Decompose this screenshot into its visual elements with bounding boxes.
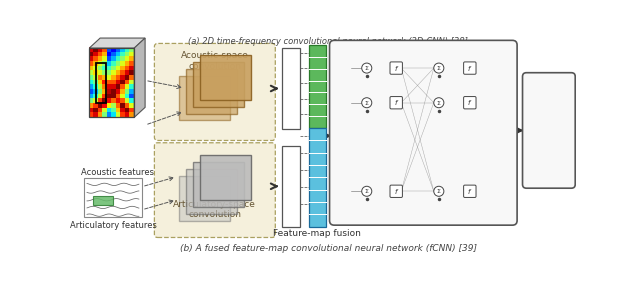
Text: ...: ... xyxy=(435,159,444,169)
Text: $\Sigma$: $\Sigma$ xyxy=(436,99,442,107)
Text: (a) 2D time-frequency convolutional neural network (2D-CNN) [38]: (a) 2D time-frequency convolutional neur… xyxy=(188,37,468,46)
Bar xyxy=(282,146,300,227)
Circle shape xyxy=(362,63,372,73)
FancyBboxPatch shape xyxy=(463,62,476,74)
FancyBboxPatch shape xyxy=(330,40,517,225)
Bar xyxy=(179,176,230,221)
Text: $w^a$: $w^a$ xyxy=(353,87,362,95)
Text: $f$: $f$ xyxy=(394,98,399,107)
Text: Max-pooling: Max-pooling xyxy=(286,65,295,112)
Circle shape xyxy=(434,63,444,73)
Bar xyxy=(193,162,244,207)
Text: $p_2$: $p_2$ xyxy=(340,98,349,107)
Text: $\Sigma$: $\Sigma$ xyxy=(364,99,369,107)
Polygon shape xyxy=(134,38,145,117)
FancyBboxPatch shape xyxy=(154,143,275,237)
Circle shape xyxy=(362,186,372,196)
Text: ...: ... xyxy=(362,159,371,169)
Text: $d_2$: $d_2$ xyxy=(496,98,504,107)
FancyBboxPatch shape xyxy=(522,73,575,188)
Bar xyxy=(93,196,113,205)
FancyBboxPatch shape xyxy=(463,97,476,109)
Text: $\Sigma$: $\Sigma$ xyxy=(364,187,369,195)
Text: $p_1$: $p_1$ xyxy=(340,64,349,73)
Bar xyxy=(90,48,134,117)
Text: $\Sigma$: $\Sigma$ xyxy=(436,64,442,72)
Text: $f$: $f$ xyxy=(394,64,399,73)
Text: ...: ... xyxy=(339,159,348,169)
Text: $\Sigma$: $\Sigma$ xyxy=(436,187,442,195)
Circle shape xyxy=(434,186,444,196)
Text: Acoustic-space
convolution: Acoustic-space convolution xyxy=(181,51,249,71)
Text: $d_n$: $d_n$ xyxy=(496,187,504,196)
Circle shape xyxy=(434,98,444,108)
Text: $d$: $d$ xyxy=(394,87,399,95)
Bar xyxy=(95,64,106,103)
Text: $d$: $d$ xyxy=(394,53,399,61)
Text: Articulatory features: Articulatory features xyxy=(70,221,156,230)
Bar xyxy=(308,45,326,128)
Text: ...: ... xyxy=(465,159,474,169)
FancyBboxPatch shape xyxy=(390,97,403,109)
Bar xyxy=(308,128,326,227)
Text: $f$: $f$ xyxy=(467,64,472,73)
Text: $d_1$: $d_1$ xyxy=(496,64,504,72)
Text: Articulatory-space
convolution: Articulatory-space convolution xyxy=(173,200,256,219)
Text: Feature-map fusion: Feature-map fusion xyxy=(273,229,361,238)
Text: $p_n$: $p_n$ xyxy=(340,187,349,196)
Text: $\Sigma$: $\Sigma$ xyxy=(364,64,369,72)
Text: Max-pooling: Max-pooling xyxy=(286,163,295,210)
Bar xyxy=(186,169,237,214)
Text: (b) A fused feature-map convolutional neural network (fCNN) [39]: (b) A fused feature-map convolutional ne… xyxy=(179,244,477,253)
FancyBboxPatch shape xyxy=(463,185,476,198)
Text: $f$: $f$ xyxy=(467,98,472,107)
Bar xyxy=(179,76,230,121)
Text: $f$: $f$ xyxy=(394,187,399,196)
Text: $f$: $f$ xyxy=(467,187,472,196)
Text: $w^a$: $w^a$ xyxy=(353,176,362,184)
Bar xyxy=(200,55,250,100)
Text: Acoustic features: Acoustic features xyxy=(81,168,154,177)
Text: ...: ... xyxy=(392,159,401,169)
Text: $w^a$: $w^a$ xyxy=(353,52,362,61)
Bar xyxy=(84,178,142,217)
Bar xyxy=(186,69,237,113)
FancyBboxPatch shape xyxy=(390,62,403,74)
Bar xyxy=(193,62,244,107)
Bar xyxy=(282,48,300,129)
Bar xyxy=(200,155,250,200)
Text: $d$: $d$ xyxy=(394,176,399,184)
FancyBboxPatch shape xyxy=(390,185,403,198)
Polygon shape xyxy=(90,38,145,48)
Circle shape xyxy=(362,98,372,108)
Text: Senone labels: Senone labels xyxy=(545,99,554,162)
FancyBboxPatch shape xyxy=(154,43,275,141)
